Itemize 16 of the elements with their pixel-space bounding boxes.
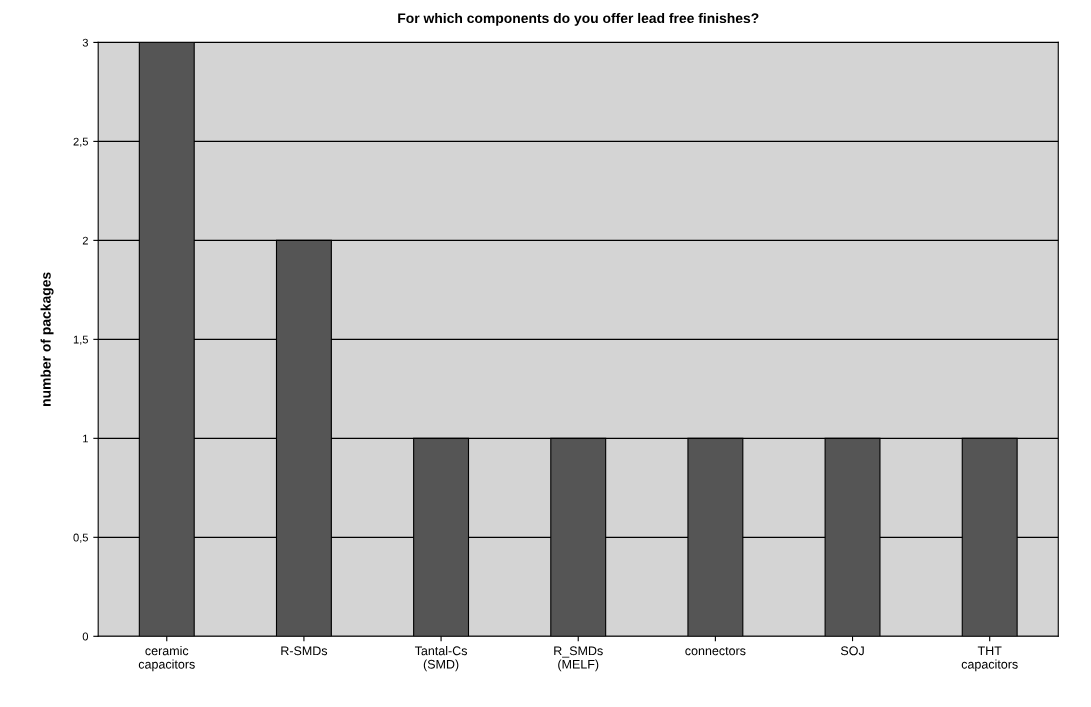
x-tick-label: Tantal-Cs (SMD) bbox=[414, 646, 468, 672]
y-tick-label: 1 bbox=[83, 434, 88, 443]
x-tick-label: SOJ bbox=[840, 646, 864, 656]
y-tick-label: 2 bbox=[82, 236, 88, 245]
x-tick-label: ceramic capacitors bbox=[138, 646, 195, 672]
y-tick-label: 0,5 bbox=[73, 533, 88, 543]
y-axis-title: number of packages bbox=[40, 272, 54, 406]
chart-title: For which components do you offer lead free finishes? bbox=[398, 12, 759, 26]
x-tick-label: connectors bbox=[685, 647, 746, 656]
x-tick-label: R-SMDs bbox=[281, 646, 328, 656]
y-tick-label: 2,5 bbox=[73, 137, 88, 147]
y-tick-label: 3 bbox=[82, 38, 88, 47]
y-tick-label: 1,5 bbox=[73, 335, 88, 345]
x-tick-label: R_SMDs (MELF) bbox=[554, 646, 603, 672]
y-tick-label: 0 bbox=[82, 632, 89, 641]
x-tick-label: THT capacitors bbox=[961, 646, 1018, 672]
